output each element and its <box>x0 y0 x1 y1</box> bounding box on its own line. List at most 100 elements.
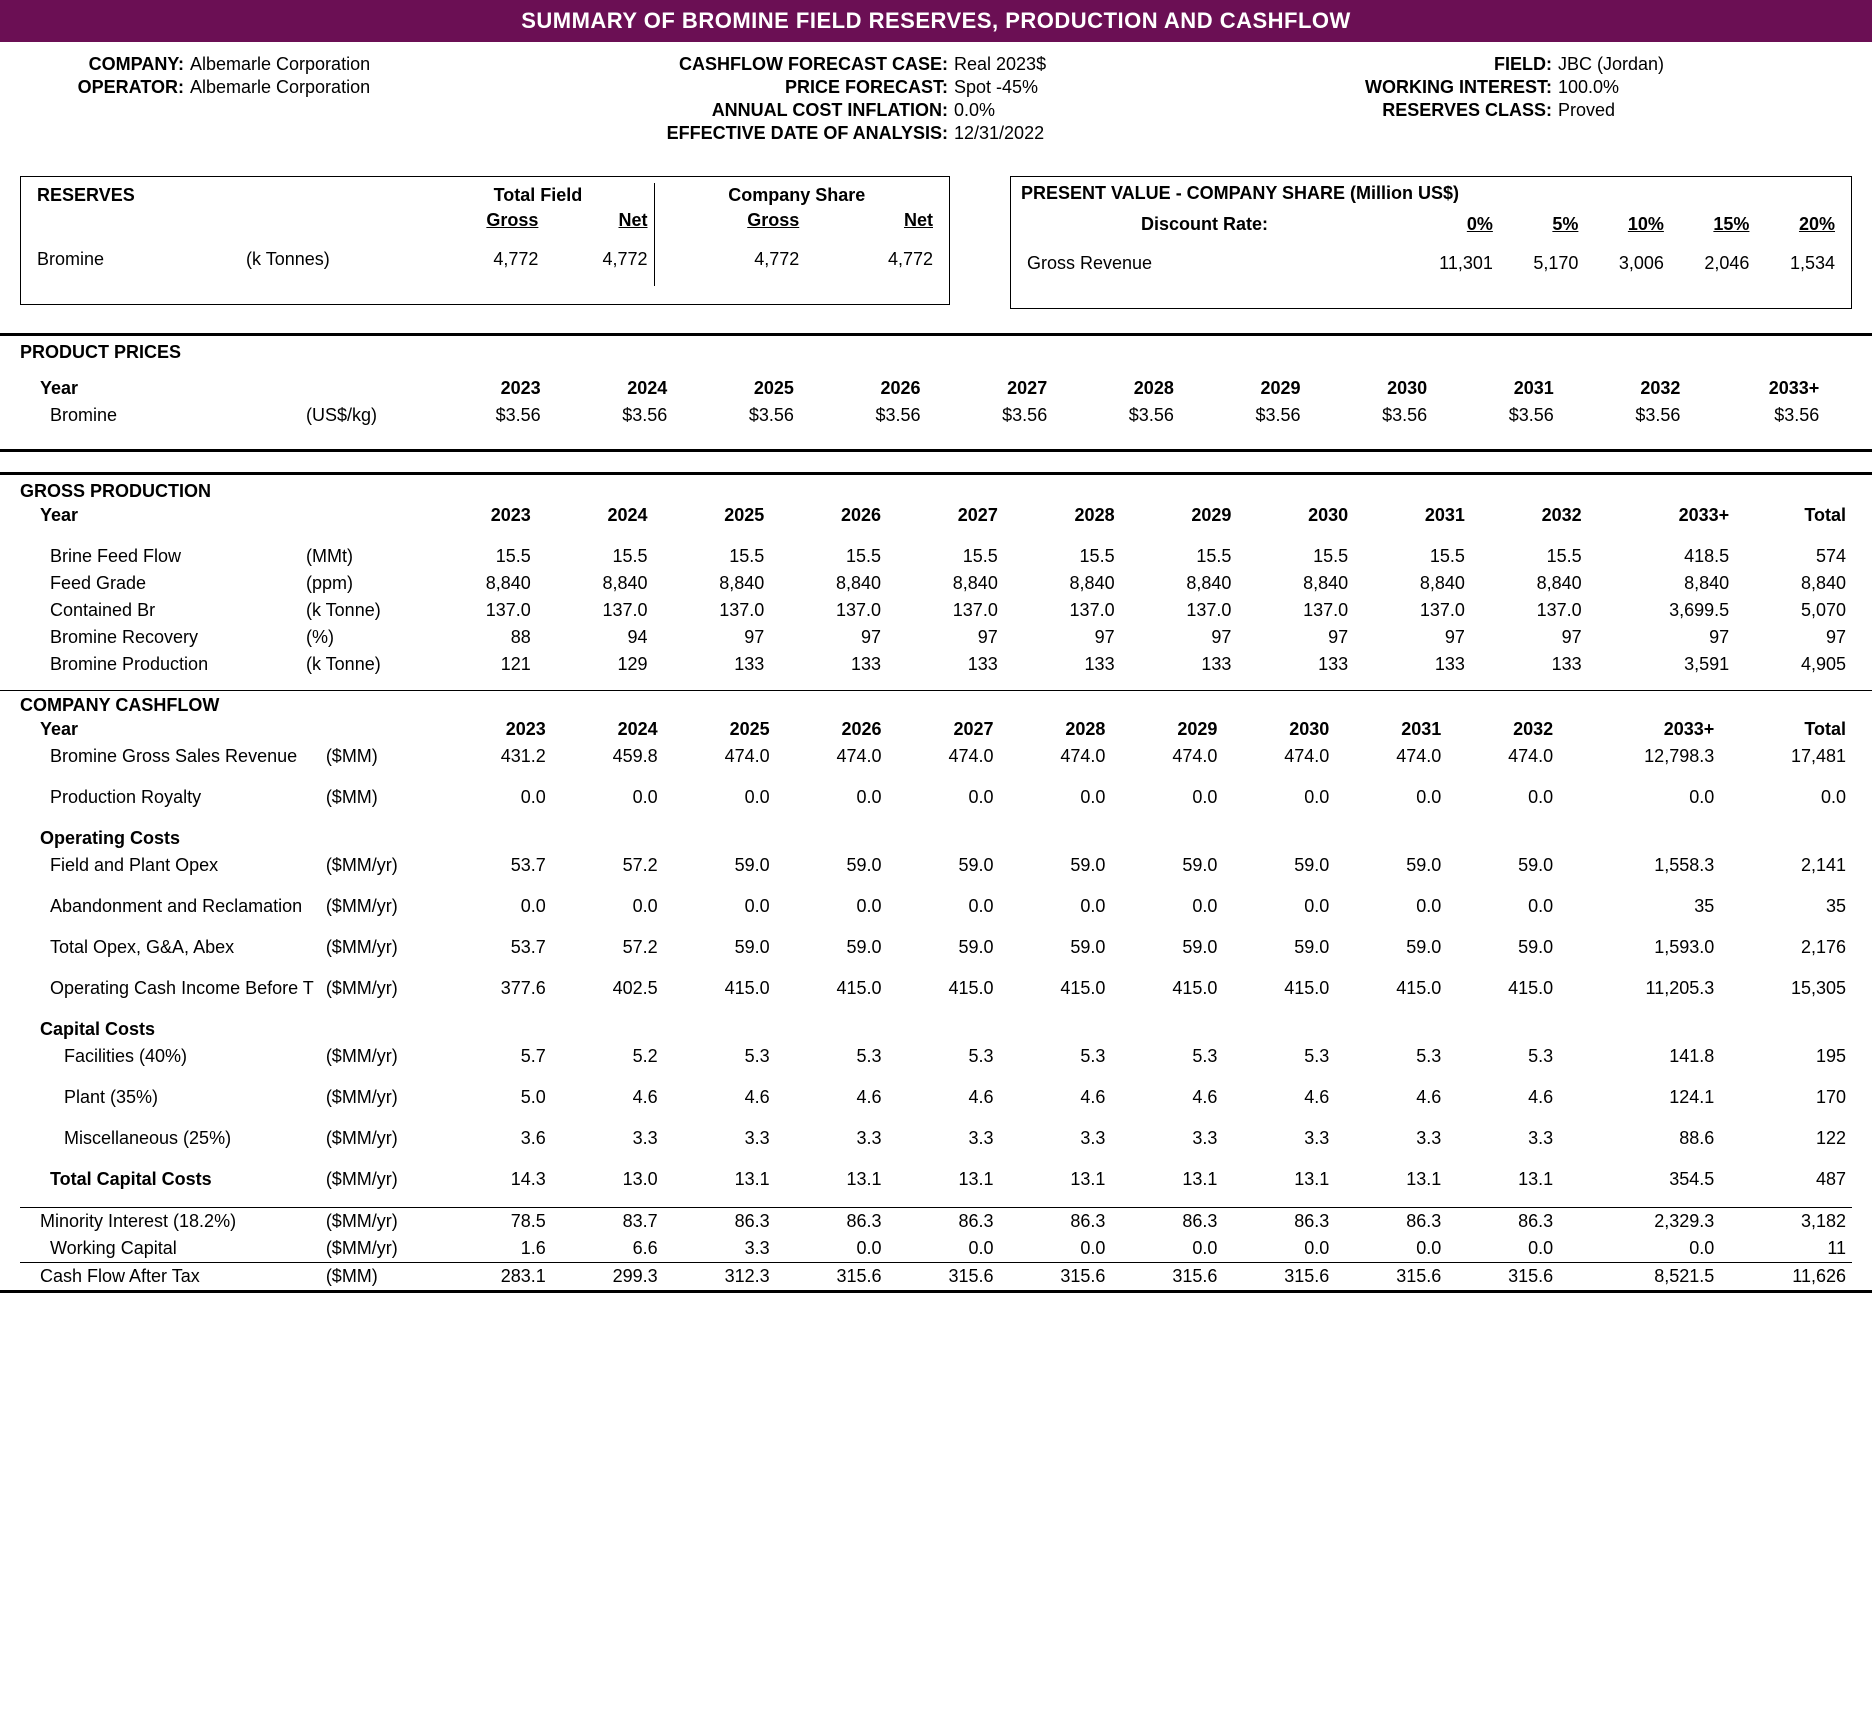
prod-val-3-8: 97 <box>1354 624 1471 651</box>
cf-heading-capcosts: Capital Costs <box>20 1016 1852 1043</box>
cf-val-working-cap-6: 0.0 <box>1111 1235 1223 1263</box>
gross-rev-label: Gross Revenue <box>1021 251 1400 276</box>
prod-val-2-8: 137.0 <box>1354 597 1471 624</box>
prod-val-0-6: 15.5 <box>1121 543 1238 570</box>
production-title: GROSS PRODUCTION <box>20 481 1852 502</box>
class-value: Proved <box>1558 100 1852 121</box>
cf-val-opcost-1-2: 0.0 <box>664 893 776 920</box>
prices-year-9: 2032 <box>1560 375 1687 402</box>
cf-label-after-tax: Cash Flow After Tax <box>20 1262 320 1290</box>
gross-head-2: Gross <box>654 208 805 233</box>
cf-val-royalty-10: 0.0 <box>1559 784 1720 811</box>
cf-val-opcost-1-3: 0.0 <box>776 893 888 920</box>
prod-year-2: 2025 <box>654 502 771 529</box>
cf-val-capcost-1-1: 4.6 <box>552 1084 664 1111</box>
cf-val-working-cap-11: 11 <box>1720 1235 1852 1263</box>
prices-year-1: 2024 <box>547 375 674 402</box>
prod-val-2-6: 137.0 <box>1121 597 1238 624</box>
cf-val-opcost-0-9: 59.0 <box>1447 852 1559 879</box>
cf-year-label: Year <box>20 716 320 743</box>
cf-val-opcost-2-10: 1,593.0 <box>1559 934 1720 961</box>
pv-title: PRESENT VALUE - COMPANY SHARE (Million U… <box>1021 183 1841 204</box>
prod-val-2-0: 137.0 <box>420 597 537 624</box>
prod-val-4-11: 4,905 <box>1735 651 1852 678</box>
prod-year-3: 2026 <box>770 502 887 529</box>
prod-val-3-4: 97 <box>887 624 1004 651</box>
cf-val-after-tax-7: 315.6 <box>1223 1262 1335 1290</box>
cf-val-capcost-2-1: 3.3 <box>552 1125 664 1152</box>
cf-label-gross-sales: Bromine Gross Sales Revenue <box>20 743 320 770</box>
cf-row-op-income: Operating Cash Income Before T($MM/yr)37… <box>20 975 1852 1002</box>
class-label: RESERVES CLASS: <box>1268 100 1558 121</box>
prod-unit-0: (MMt) <box>300 543 420 570</box>
summary-boxes: RESERVES Total Field Company Share Gross… <box>0 176 1872 333</box>
cf-val-total-cap-0: 14.3 <box>440 1166 552 1193</box>
cf-unit-opcost-2: ($MM/yr) <box>320 934 440 961</box>
effdate-label: EFFECTIVE DATE OF ANALYSIS: <box>644 123 954 144</box>
cf-val-after-tax-8: 315.6 <box>1335 1262 1447 1290</box>
cf-label-opcost-0: Field and Plant Opex <box>20 852 320 879</box>
cf-val-capcost-0-5: 5.3 <box>1000 1043 1112 1070</box>
cf-label-royalty: Production Royalty <box>20 784 320 811</box>
net-head-2: Net <box>805 208 939 233</box>
cf-val-opcost-1-7: 0.0 <box>1223 893 1335 920</box>
cf-val-minority-3: 86.3 <box>776 1207 888 1235</box>
cf-year-7: 2030 <box>1223 716 1335 743</box>
cashflow-label: CASHFLOW FORECAST CASE: <box>644 54 954 75</box>
cf-val-after-tax-11: 11,626 <box>1720 1262 1852 1290</box>
pv-val-1: 5,170 <box>1499 251 1585 276</box>
pv-rate-0: 0% <box>1400 212 1499 237</box>
field-value: JBC (Jordan) <box>1558 54 1852 75</box>
wi-label: WORKING INTEREST: <box>1268 77 1558 98</box>
cf-val-opcost-2-7: 59.0 <box>1223 934 1335 961</box>
cf-val-royalty-5: 0.0 <box>1000 784 1112 811</box>
cf-val-capcost-0-1: 5.2 <box>552 1043 664 1070</box>
prices-val-4: $3.56 <box>927 402 1054 429</box>
cf-heading-label-opcosts: Operating Costs <box>20 825 1852 852</box>
prod-unit-3: (%) <box>300 624 420 651</box>
prod-val-0-11: 574 <box>1735 543 1852 570</box>
cf-val-gross-sales-11: 17,481 <box>1720 743 1852 770</box>
cf-year-0: 2023 <box>440 716 552 743</box>
cf-unit-working-cap: ($MM/yr) <box>320 1235 440 1263</box>
header-block: COMPANY:Albemarle Corporation OPERATOR:A… <box>0 42 1872 176</box>
prod-unit-2: (k Tonne) <box>300 597 420 624</box>
prod-val-4-4: 133 <box>887 651 1004 678</box>
cf-val-op-income-0: 377.6 <box>440 975 552 1002</box>
cf-label-working-cap: Working Capital <box>20 1235 320 1263</box>
cf-val-gross-sales-0: 431.2 <box>440 743 552 770</box>
cf-val-working-cap-10: 0.0 <box>1559 1235 1720 1263</box>
cf-val-opcost-1-11: 35 <box>1720 893 1852 920</box>
cf-val-after-tax-1: 299.3 <box>552 1262 664 1290</box>
cf-val-op-income-11: 15,305 <box>1720 975 1852 1002</box>
prod-year-4: 2027 <box>887 502 1004 529</box>
prod-val-0-9: 15.5 <box>1471 543 1588 570</box>
cf-val-capcost-2-9: 3.3 <box>1447 1125 1559 1152</box>
prod-val-1-0: 8,840 <box>420 570 537 597</box>
prod-val-2-9: 137.0 <box>1471 597 1588 624</box>
cf-val-capcost-1-3: 4.6 <box>776 1084 888 1111</box>
cf-val-capcost-2-8: 3.3 <box>1335 1125 1447 1152</box>
prod-val-1-11: 8,840 <box>1735 570 1852 597</box>
prod-val-1-7: 8,840 <box>1237 570 1354 597</box>
prices-val-6: $3.56 <box>1180 402 1307 429</box>
present-value-box: PRESENT VALUE - COMPANY SHARE (Million U… <box>1010 176 1852 309</box>
cf-year-6: 2029 <box>1111 716 1223 743</box>
cf-year-5: 2028 <box>1000 716 1112 743</box>
cf-row-capcost-0: Facilities (40%)($MM/yr)5.75.25.35.35.35… <box>20 1043 1852 1070</box>
cf-val-capcost-0-2: 5.3 <box>664 1043 776 1070</box>
prod-row-2: Contained Br(k Tonne)137.0137.0137.0137.… <box>20 597 1852 624</box>
cf-val-royalty-2: 0.0 <box>664 784 776 811</box>
cf-val-opcost-0-3: 59.0 <box>776 852 888 879</box>
cf-label-total-cap: Total Capital Costs <box>20 1166 320 1193</box>
cf-val-opcost-0-10: 1,558.3 <box>1559 852 1720 879</box>
cf-val-opcost-0-7: 59.0 <box>1223 852 1335 879</box>
cf-heading-label-capcosts: Capital Costs <box>20 1016 1852 1043</box>
prod-val-0-8: 15.5 <box>1354 543 1471 570</box>
cf-label-capcost-1: Plant (35%) <box>20 1084 320 1111</box>
cf-val-capcost-0-10: 141.8 <box>1559 1043 1720 1070</box>
cf-val-total-cap-2: 13.1 <box>664 1166 776 1193</box>
header-col-right: FIELD:JBC (Jordan) WORKING INTEREST:100.… <box>1268 52 1852 146</box>
cf-val-minority-2: 86.3 <box>664 1207 776 1235</box>
cf-val-op-income-10: 11,205.3 <box>1559 975 1720 1002</box>
